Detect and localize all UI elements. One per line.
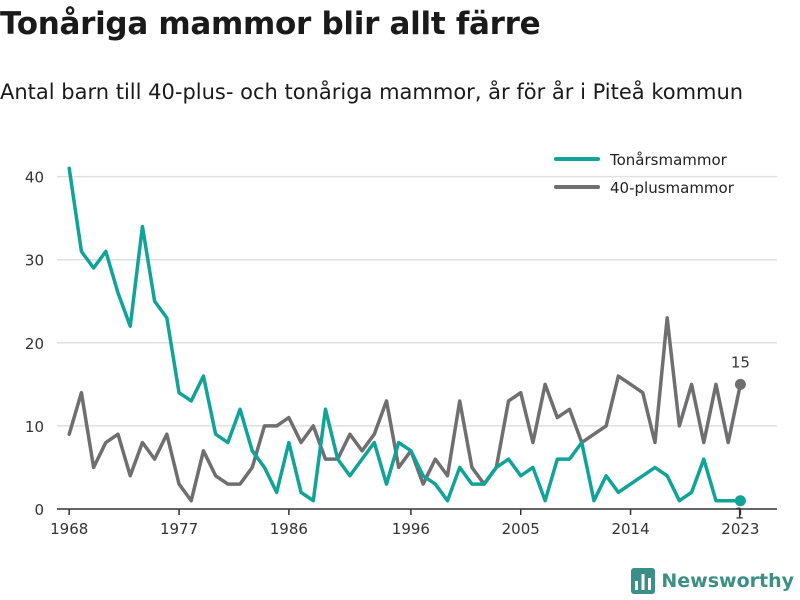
x-tick-label: 2023 [721, 520, 759, 538]
y-tick-label: 40 [25, 169, 44, 187]
x-tick-label: 1968 [50, 520, 88, 538]
brand-logo: Newsworthy [631, 568, 794, 594]
series-layer [67, 166, 746, 507]
series-line-40-plusmammor [67, 316, 743, 503]
y-tick-label: 0 [34, 501, 44, 519]
x-tick-label: 1996 [392, 520, 430, 538]
brand-name: Newsworthy [661, 570, 794, 592]
legend: Tonårsmammor 40-plusmammor [554, 151, 735, 197]
end-point-tonarsmammor [734, 495, 746, 507]
y-tick-label: 30 [25, 252, 44, 270]
end-point-40-plusmammor [734, 378, 746, 390]
x-tick-label: 1977 [160, 520, 198, 538]
end-value-label-tonarsmammor: 1 [735, 505, 745, 523]
grid-layer [57, 175, 777, 427]
x-tick-label: 2005 [502, 520, 540, 538]
axis-layer: 0 10 20 30 40 1968 1977 1986 1996 2005 2014 2023 [25, 169, 777, 538]
legend-label-tonarsmammor: Tonårsmammor [609, 151, 728, 169]
y-tick-label: 20 [25, 335, 44, 353]
end-value-label-40-plusmammor: 15 [731, 353, 750, 371]
chart-subtitle: Antal barn till 40-plus- och tonåriga ma… [0, 80, 744, 104]
bar-chart-icon [631, 568, 656, 594]
x-tick-label: 2014 [611, 520, 649, 538]
y-tick-label: 10 [25, 418, 44, 436]
x-tick-label: 1986 [270, 520, 308, 538]
chart-title: Tonåriga mammor blir allt färre [0, 6, 541, 42]
legend-label-40-plusmammor: 40-plusmammor [610, 179, 735, 197]
series-line-tonarsmammor [67, 166, 743, 503]
